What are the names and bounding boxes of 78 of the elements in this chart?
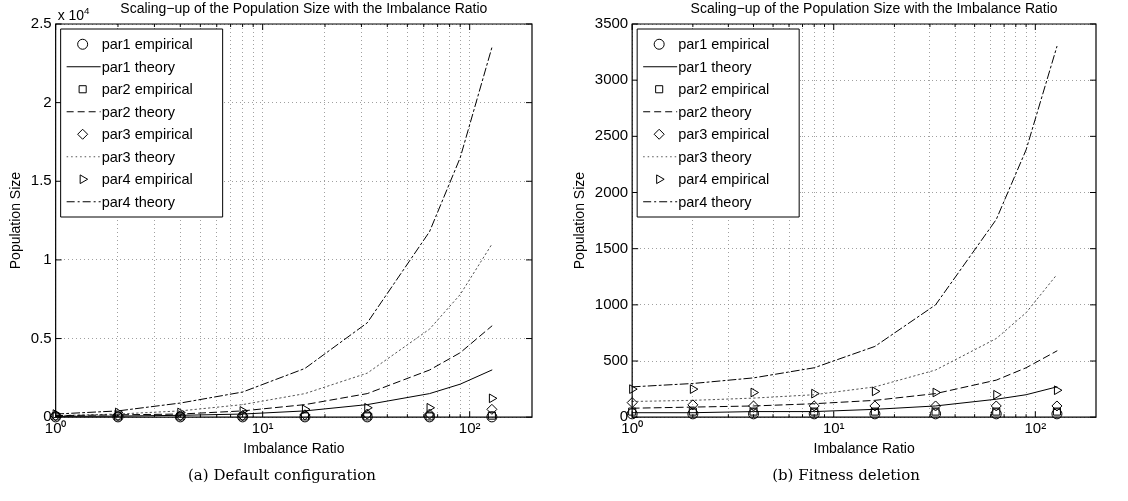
legend-label: par4 empirical bbox=[678, 171, 770, 188]
y-tick-label: 3000 bbox=[594, 70, 629, 88]
point bbox=[810, 407, 819, 416]
text: (a) Default configuration bbox=[186, 466, 378, 484]
y-tick-label: 1 bbox=[43, 250, 52, 268]
x-tick-label: 10² bbox=[1024, 419, 1047, 437]
point bbox=[486, 403, 498, 415]
point bbox=[992, 407, 1001, 416]
point bbox=[811, 388, 820, 399]
chart-title: Scaling−up of the Population Size with the Imbalance Ratio bbox=[120, 0, 488, 16]
point bbox=[629, 384, 638, 394]
legend-label: par4 theory bbox=[101, 193, 176, 210]
legend-label: par2 theory bbox=[101, 103, 176, 120]
point bbox=[364, 402, 373, 413]
point bbox=[870, 407, 879, 416]
y-tick-label: 3500 bbox=[594, 14, 629, 32]
y-tick-label: 1500 bbox=[594, 238, 629, 256]
legend-label: par1 theory bbox=[678, 58, 753, 75]
legend-label: par1 empirical bbox=[678, 36, 770, 53]
point bbox=[808, 408, 820, 420]
point bbox=[1051, 400, 1063, 412]
x-tick-label: 10² bbox=[458, 419, 481, 437]
legend-label: par3 theory bbox=[678, 148, 753, 165]
y-tick-label: 1.5 bbox=[30, 171, 52, 189]
point bbox=[808, 400, 820, 412]
y-tick-label: 2 bbox=[43, 92, 52, 110]
legend-label: par2 empirical bbox=[101, 81, 193, 98]
point bbox=[990, 400, 1002, 412]
point bbox=[930, 400, 942, 412]
point bbox=[932, 387, 942, 398]
point bbox=[871, 386, 881, 397]
point bbox=[931, 407, 940, 416]
x-tick-label: 10¹ bbox=[251, 419, 274, 437]
y-tick-label: 2000 bbox=[594, 182, 629, 200]
point bbox=[930, 408, 942, 420]
legend-label: par2 theory bbox=[678, 103, 753, 120]
legend-label: par1 empirical bbox=[101, 36, 193, 53]
point bbox=[1053, 385, 1063, 396]
point bbox=[990, 408, 1002, 420]
point bbox=[687, 408, 699, 420]
y-tick-label: 2500 bbox=[594, 126, 629, 144]
point bbox=[628, 407, 637, 416]
legend-label: par1 theory bbox=[101, 58, 176, 75]
point bbox=[749, 407, 758, 416]
legend-label: par3 empirical bbox=[678, 126, 770, 143]
point bbox=[488, 393, 498, 404]
y-tick-label: 0.5 bbox=[30, 328, 52, 346]
point bbox=[239, 406, 249, 416]
legend-label: par3 empirical bbox=[101, 126, 193, 143]
x-axis-title: Imbalance Ratio bbox=[813, 440, 915, 457]
legend-label: par2 empirical bbox=[678, 81, 770, 98]
y-tick-label: 500 bbox=[603, 351, 629, 369]
point bbox=[626, 397, 638, 409]
legend-label: par3 theory bbox=[101, 148, 176, 165]
point bbox=[689, 384, 699, 394]
y-axis-title: Population Size bbox=[7, 171, 24, 270]
y-tick-label: 1000 bbox=[594, 295, 629, 312]
y-tick-label: 2.5 bbox=[30, 14, 52, 32]
point bbox=[750, 387, 760, 398]
x-tick-label: 10⁰ bbox=[621, 419, 644, 437]
point bbox=[869, 408, 881, 420]
point bbox=[688, 407, 697, 416]
point bbox=[1051, 408, 1063, 420]
x-axis-title: Imbalance Ratio bbox=[243, 440, 345, 457]
legend-label: par4 empirical bbox=[101, 171, 193, 188]
point bbox=[869, 400, 881, 412]
point bbox=[993, 389, 1002, 400]
legend-label: par4 theory bbox=[678, 193, 753, 210]
point bbox=[1052, 407, 1061, 416]
point bbox=[114, 407, 124, 418]
y-axis-title: Population Size bbox=[571, 171, 588, 270]
x-tick-label: 10¹ bbox=[822, 419, 845, 437]
point bbox=[426, 402, 436, 413]
point bbox=[748, 408, 760, 420]
point bbox=[748, 400, 760, 412]
chart-title: Scaling−up of the Population Size with the Imbalance Ratio bbox=[690, 0, 1058, 16]
text: (b) Fitness deletion bbox=[771, 466, 921, 484]
point bbox=[177, 407, 186, 418]
